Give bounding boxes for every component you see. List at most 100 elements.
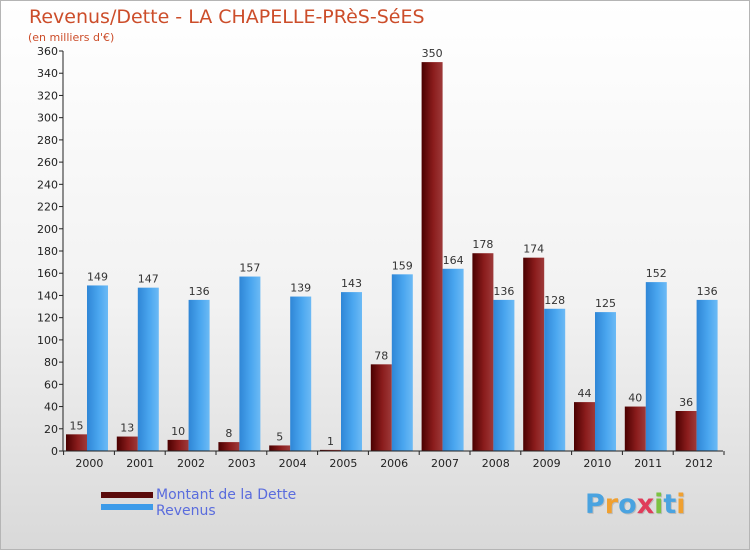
x-tick-label: 2012 — [685, 457, 713, 470]
revenus-bar-value-label: 147 — [138, 273, 159, 286]
logo-letter: i — [654, 489, 664, 520]
debt-bar — [167, 439, 189, 451]
revenus-bar — [341, 292, 362, 451]
y-tick-label: 60 — [44, 378, 58, 391]
y-tick-label: 180 — [37, 245, 58, 258]
debt-bar-value-label: 78 — [374, 349, 388, 362]
revenus-bar — [137, 287, 159, 451]
x-tick-label: 2002 — [177, 457, 205, 470]
y-tick-label: 100 — [37, 334, 58, 347]
debt-bar — [320, 449, 341, 451]
debt-bar-value-label: 10 — [171, 425, 185, 438]
y-tick-label: 120 — [37, 312, 58, 325]
bars — [66, 62, 718, 451]
debt-bar — [624, 406, 646, 451]
revenus-bar-value-label: 139 — [290, 282, 311, 295]
logo-letter: P — [585, 489, 605, 520]
debt-bar-value-label: 15 — [70, 419, 84, 432]
revenus-bar-value-label: 164 — [443, 254, 464, 267]
debt-bar — [269, 445, 291, 451]
y-tick-label: 160 — [37, 267, 58, 280]
y-axis: 0 20 40 60 80 100 120 140 160 180 200 220 240 260 280 3… — [37, 45, 64, 458]
x-tick-label: 2006 — [380, 457, 408, 470]
y-tick-label: 20 — [44, 423, 58, 436]
revenus-bar-value-label: 157 — [239, 262, 260, 275]
y-tick-label: 280 — [37, 134, 58, 147]
revenus-bar — [442, 268, 464, 451]
revenus-bar — [188, 299, 210, 451]
x-tick-label: 2000 — [75, 457, 103, 470]
debt-bar-value-label: 178 — [472, 238, 493, 251]
debt-bar-value-label: 350 — [422, 47, 443, 60]
revenus-bar-value-label: 149 — [87, 270, 108, 283]
revenus-bar-value-label: 136 — [189, 285, 210, 298]
debt-bar — [370, 364, 392, 451]
y-tick-label: 220 — [37, 201, 58, 214]
revenus-bar-value-label: 136 — [493, 285, 514, 298]
debt-bar-value-label: 5 — [276, 430, 283, 443]
debt-bar-value-label: 174 — [523, 243, 544, 256]
debt-bar — [523, 257, 545, 451]
y-tick-label: 200 — [37, 223, 58, 236]
debt-bar — [218, 442, 240, 451]
logo-letter: t — [663, 489, 677, 520]
revenus-bar-value-label: 125 — [595, 297, 616, 310]
debt-bar — [116, 436, 138, 451]
logo-letter: x — [636, 489, 655, 520]
data-labels: 15 149 13 147 10 136 8 157 5 139 1 143 78 159 350 164 17… — [70, 47, 718, 448]
debt-bar — [472, 253, 494, 451]
logo-letter: i — [676, 489, 686, 520]
debt-bar — [421, 62, 443, 451]
revenus-bar-value-label: 143 — [341, 277, 362, 290]
revenus-bar — [595, 312, 616, 451]
debt-bar — [675, 411, 697, 451]
y-tick-label: 0 — [51, 445, 58, 458]
x-tick-label: 2010 — [583, 457, 611, 470]
legend-label-debt: Montant de la Dette — [156, 487, 297, 503]
debt-bar — [574, 402, 595, 451]
debt-bar — [66, 434, 87, 451]
chart-title: Revenus/Dette - LA CHAPELLE-PRèS-SéES — [29, 6, 425, 28]
revenus-bar-value-label: 136 — [697, 285, 718, 298]
legend-swatch-debt — [101, 492, 153, 498]
revenus-bar — [290, 296, 312, 451]
legend-swatch-revenus — [101, 504, 153, 510]
x-axis: 2000 2001 2002 2003 2004 2005 2006 2007 2008 2009… — [63, 450, 725, 470]
revenus-bar — [239, 276, 261, 451]
logo-letter: r — [604, 489, 619, 520]
revenus-bar — [391, 274, 413, 451]
revenus-bar — [87, 285, 108, 451]
y-tick-label: 40 — [44, 401, 58, 414]
chart-subtitle: (en milliers d'€) — [28, 31, 115, 44]
x-tick-label: 2011 — [634, 457, 662, 470]
x-tick-label: 2003 — [228, 457, 256, 470]
x-tick-label: 2005 — [329, 457, 357, 470]
y-tick-label: 260 — [37, 156, 58, 169]
x-tick-label: 2004 — [279, 457, 307, 470]
y-tick-label: 80 — [44, 356, 58, 369]
y-tick-label: 340 — [37, 67, 58, 80]
debt-bar-value-label: 1 — [327, 435, 334, 448]
debt-bar-value-label: 36 — [679, 396, 693, 409]
revenus-bar — [544, 308, 566, 451]
debt-bar-value-label: 8 — [225, 427, 232, 440]
y-tick-label: 320 — [37, 89, 58, 102]
y-tick-label: 300 — [37, 112, 58, 125]
proxiti-logo: Proxiti — [585, 489, 686, 520]
debt-bar-value-label: 44 — [578, 387, 592, 400]
legend-label-revenus: Revenus — [156, 503, 216, 519]
x-tick-label: 2008 — [482, 457, 510, 470]
revenus-bar-value-label: 159 — [392, 259, 413, 272]
x-tick-label: 2001 — [126, 457, 154, 470]
revenus-bar — [696, 299, 718, 451]
y-tick-label: 360 — [37, 45, 58, 58]
y-tick-label: 140 — [37, 289, 58, 302]
revenus-bar — [645, 282, 667, 451]
x-tick-label: 2007 — [431, 457, 459, 470]
revenus-bar — [493, 299, 515, 451]
revenus-bar-value-label: 152 — [646, 267, 667, 280]
debt-bar-value-label: 40 — [628, 392, 642, 405]
logo-letter: o — [618, 489, 637, 520]
